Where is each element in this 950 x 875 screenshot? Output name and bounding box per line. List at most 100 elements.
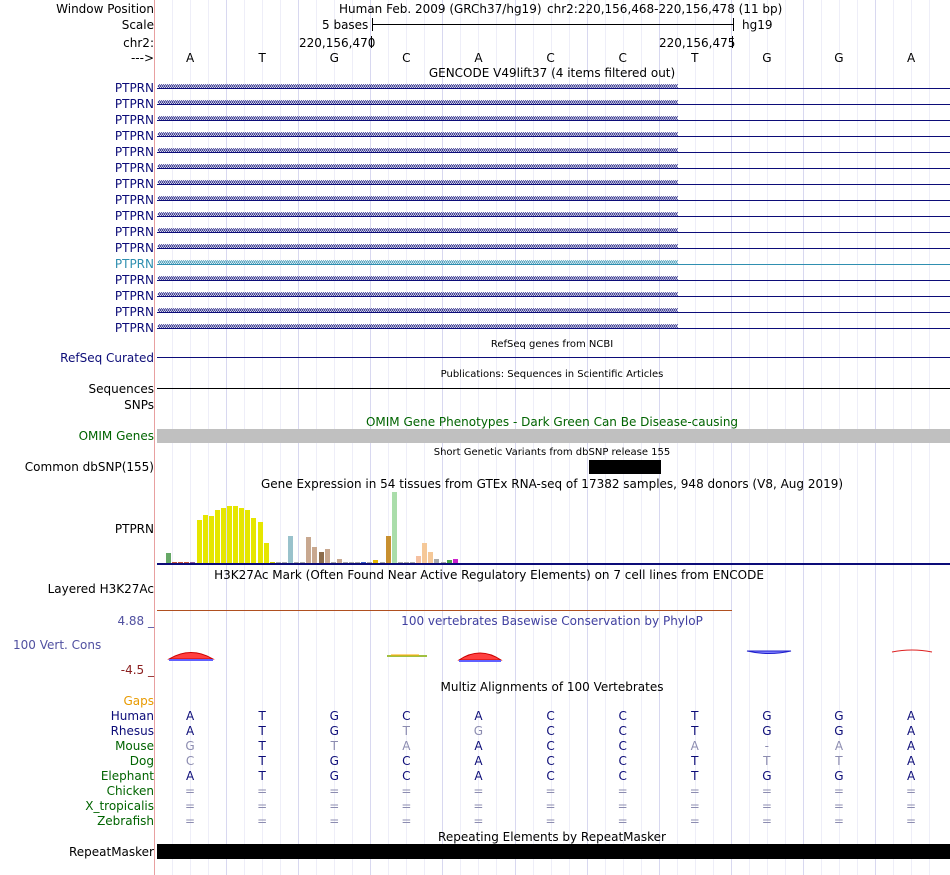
phylop-wiggle[interactable] <box>157 640 950 668</box>
dbsnp-track-label[interactable]: Common dbSNP(155) <box>24 460 154 474</box>
gencode-transcript[interactable]: ‹‹‹‹‹‹‹‹‹‹‹‹‹‹‹‹‹‹‹‹‹‹‹‹‹‹‹‹‹‹‹‹‹‹‹‹‹‹‹‹… <box>157 275 950 286</box>
gencode-item-label[interactable]: PTPRN <box>114 113 154 127</box>
gencode-item-label[interactable]: PTPRN <box>114 257 154 271</box>
gtex-tissue-bar[interactable] <box>391 492 397 563</box>
gtex-tissue-bar[interactable] <box>190 562 196 563</box>
gtex-tissue-bar[interactable] <box>202 515 208 563</box>
gtex-tissue-bar[interactable] <box>184 562 190 563</box>
gtex-tissue-bar[interactable] <box>446 560 452 563</box>
species-label[interactable]: Dog <box>129 754 154 768</box>
phylop-track-label[interactable]: 100 Vert. Cons <box>13 638 102 652</box>
gencode-transcript[interactable]: ‹‹‹‹‹‹‹‹‹‹‹‹‹‹‹‹‹‹‹‹‹‹‹‹‹‹‹‹‹‹‹‹‹‹‹‹‹‹‹‹… <box>157 259 950 270</box>
gtex-track-label[interactable]: PTPRN <box>114 522 154 536</box>
gencode-item-label[interactable]: PTPRN <box>114 193 154 207</box>
publications-line[interactable] <box>157 388 950 389</box>
gtex-tissue-bar[interactable] <box>233 506 239 563</box>
gtex-tissue-bar[interactable] <box>220 508 226 563</box>
dbsnp-variant-block[interactable] <box>589 460 661 474</box>
gencode-transcript[interactable]: ‹‹‹‹‹‹‹‹‹‹‹‹‹‹‹‹‹‹‹‹‹‹‹‹‹‹‹‹‹‹‹‹‹‹‹‹‹‹‹‹… <box>157 99 950 110</box>
gencode-transcript[interactable]: ‹‹‹‹‹‹‹‹‹‹‹‹‹‹‹‹‹‹‹‹‹‹‹‹‹‹‹‹‹‹‹‹‹‹‹‹‹‹‹‹… <box>157 147 950 158</box>
gencode-item-label[interactable]: PTPRN <box>114 241 154 255</box>
gtex-tissue-bar[interactable] <box>214 510 220 563</box>
gencode-item-label[interactable]: PTPRN <box>114 209 154 223</box>
gtex-tissue-bar[interactable] <box>251 518 257 563</box>
gtex-tissue-bar[interactable] <box>403 562 409 563</box>
gtex-tissue-bar[interactable] <box>428 552 434 563</box>
gtex-tissue-bar[interactable] <box>263 543 269 563</box>
species-label[interactable]: X_tropicalis <box>85 799 154 813</box>
species-label[interactable]: Rhesus <box>110 724 154 738</box>
gtex-tissue-bar[interactable] <box>300 562 306 563</box>
gencode-transcript[interactable]: ‹‹‹‹‹‹‹‹‹‹‹‹‹‹‹‹‹‹‹‹‹‹‹‹‹‹‹‹‹‹‹‹‹‹‹‹‹‹‹‹… <box>157 211 950 222</box>
gencode-item-label[interactable]: PTPRN <box>114 177 154 191</box>
omim-feature-bar[interactable] <box>157 429 950 443</box>
gencode-transcript[interactable]: ‹‹‹‹‹‹‹‹‹‹‹‹‹‹‹‹‹‹‹‹‹‹‹‹‹‹‹‹‹‹‹‹‹‹‹‹‹‹‹‹… <box>157 307 950 318</box>
gtex-tissue-bar[interactable] <box>269 562 275 563</box>
gtex-tissue-bar[interactable] <box>367 562 373 563</box>
gtex-tissue-bar[interactable] <box>318 552 324 563</box>
gtex-tissue-bar[interactable] <box>166 553 171 563</box>
gencode-item-label[interactable]: PTPRN <box>114 161 154 175</box>
gtex-tissue-bar[interactable] <box>373 560 379 563</box>
gencode-item-label[interactable]: PTPRN <box>114 81 154 95</box>
gtex-tissue-bar[interactable] <box>355 562 361 563</box>
gencode-transcript[interactable]: ‹‹‹‹‹‹‹‹‹‹‹‹‹‹‹‹‹‹‹‹‹‹‹‹‹‹‹‹‹‹‹‹‹‹‹‹‹‹‹‹… <box>157 227 950 238</box>
repeatmasker-feature-bar[interactable] <box>157 844 950 859</box>
gtex-tissue-bar[interactable] <box>172 562 178 563</box>
gtex-tissue-bar[interactable] <box>196 520 202 563</box>
gtex-tissue-bar[interactable] <box>336 559 342 563</box>
gtex-tissue-bar[interactable] <box>397 562 403 563</box>
gencode-transcript[interactable]: ‹‹‹‹‹‹‹‹‹‹‹‹‹‹‹‹‹‹‹‹‹‹‹‹‹‹‹‹‹‹‹‹‹‹‹‹‹‹‹‹… <box>157 291 950 302</box>
species-label[interactable]: Elephant <box>100 769 154 783</box>
gtex-tissue-bar[interactable] <box>178 562 184 563</box>
species-label[interactable]: Human <box>110 709 154 723</box>
gtex-tissue-bar[interactable] <box>257 522 263 563</box>
gtex-tissue-bar[interactable] <box>281 562 287 563</box>
publications-track-label[interactable]: Sequences <box>88 382 154 396</box>
gencode-item-label[interactable]: PTPRN <box>114 305 154 319</box>
gtex-tissue-bar[interactable] <box>294 562 300 563</box>
refseq-track-label[interactable]: RefSeq Curated <box>60 351 154 365</box>
gencode-transcript[interactable]: ‹‹‹‹‹‹‹‹‹‹‹‹‹‹‹‹‹‹‹‹‹‹‹‹‹‹‹‹‹‹‹‹‹‹‹‹‹‹‹‹… <box>157 179 950 190</box>
gtex-tissue-bar[interactable] <box>245 510 251 563</box>
gencode-transcript[interactable]: ‹‹‹‹‹‹‹‹‹‹‹‹‹‹‹‹‹‹‹‹‹‹‹‹‹‹‹‹‹‹‹‹‹‹‹‹‹‹‹‹… <box>157 195 950 206</box>
gtex-tissue-bar[interactable] <box>410 562 415 563</box>
gtex-tissue-bar[interactable] <box>324 549 330 563</box>
gtex-tissue-bar[interactable] <box>434 559 440 563</box>
h3k27ac-signal-line[interactable] <box>157 610 732 611</box>
gtex-tissue-bar[interactable] <box>227 506 232 563</box>
gtex-tissue-bar[interactable] <box>361 562 367 563</box>
gencode-transcript[interactable]: ‹‹‹‹‹‹‹‹‹‹‹‹‹‹‹‹‹‹‹‹‹‹‹‹‹‹‹‹‹‹‹‹‹‹‹‹‹‹‹‹… <box>157 115 950 126</box>
gtex-tissue-bar[interactable] <box>416 556 422 563</box>
gencode-transcript[interactable]: ‹‹‹‹‹‹‹‹‹‹‹‹‹‹‹‹‹‹‹‹‹‹‹‹‹‹‹‹‹‹‹‹‹‹‹‹‹‹‹‹… <box>157 323 950 334</box>
species-label[interactable]: Chicken <box>106 784 154 798</box>
gtex-tissue-bar[interactable] <box>239 508 245 563</box>
gtex-tissue-bar[interactable] <box>342 562 348 563</box>
gtex-bar-chart[interactable] <box>166 492 536 563</box>
omim-track-label[interactable]: OMIM Genes <box>78 429 154 443</box>
gtex-tissue-bar[interactable] <box>330 562 336 563</box>
gtex-tissue-bar[interactable] <box>452 559 458 563</box>
gtex-tissue-bar[interactable] <box>379 562 385 563</box>
gencode-item-label[interactable]: PTPRN <box>114 145 154 159</box>
gtex-tissue-bar[interactable] <box>385 536 391 563</box>
gencode-transcript[interactable]: ‹‹‹‹‹‹‹‹‹‹‹‹‹‹‹‹‹‹‹‹‹‹‹‹‹‹‹‹‹‹‹‹‹‹‹‹‹‹‹‹… <box>157 131 950 142</box>
species-label[interactable]: Mouse <box>115 739 154 753</box>
gencode-item-label[interactable]: PTPRN <box>114 225 154 239</box>
repeatmasker-track-label[interactable]: RepeatMasker <box>68 845 154 859</box>
gtex-tissue-bar[interactable] <box>208 516 214 563</box>
gtex-tissue-bar[interactable] <box>312 547 318 563</box>
gencode-item-label[interactable]: PTPRN <box>114 321 154 335</box>
gencode-item-label[interactable]: PTPRN <box>114 97 154 111</box>
species-label[interactable]: Zebrafish <box>97 814 154 828</box>
gencode-item-label[interactable]: PTPRN <box>114 129 154 143</box>
gtex-tissue-bar[interactable] <box>288 536 293 563</box>
gencode-transcript[interactable]: ‹‹‹‹‹‹‹‹‹‹‹‹‹‹‹‹‹‹‹‹‹‹‹‹‹‹‹‹‹‹‹‹‹‹‹‹‹‹‹‹… <box>157 83 950 94</box>
gtex-tissue-bar[interactable] <box>349 562 354 563</box>
gencode-transcript[interactable]: ‹‹‹‹‹‹‹‹‹‹‹‹‹‹‹‹‹‹‹‹‹‹‹‹‹‹‹‹‹‹‹‹‹‹‹‹‹‹‹‹… <box>157 243 950 254</box>
refseq-gene-line[interactable] <box>157 357 950 358</box>
gencode-transcript[interactable]: ‹‹‹‹‹‹‹‹‹‹‹‹‹‹‹‹‹‹‹‹‹‹‹‹‹‹‹‹‹‹‹‹‹‹‹‹‹‹‹‹… <box>157 163 950 174</box>
gtex-tissue-bar[interactable] <box>306 537 312 563</box>
gtex-tissue-bar[interactable] <box>422 543 428 563</box>
